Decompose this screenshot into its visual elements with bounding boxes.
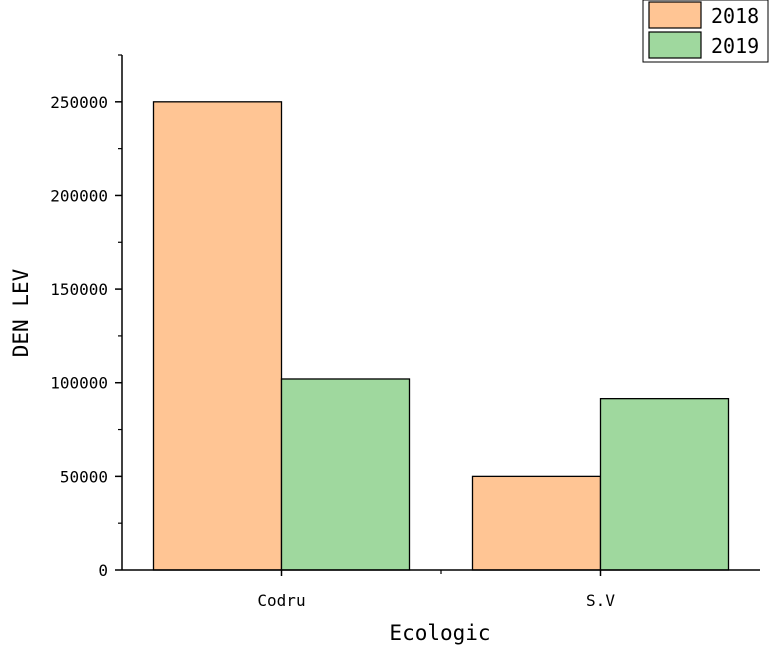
x-axis-title: Ecologic bbox=[389, 621, 490, 645]
legend: 2018 2019 bbox=[642, 0, 769, 63]
bars-group bbox=[152, 101, 730, 571]
bar-s-v-2018 bbox=[471, 475, 602, 571]
legend-label-2018: 2018 bbox=[711, 4, 759, 28]
bar-codru-2019 bbox=[280, 378, 411, 571]
legend-swatch-2018 bbox=[648, 1, 702, 29]
y-axis-title: DEN LEV bbox=[9, 268, 33, 357]
legend-label-2019: 2019 bbox=[711, 34, 759, 58]
x-tick-label: Codru bbox=[257, 591, 305, 610]
y-tick-label: 0 bbox=[98, 561, 108, 580]
bar-s-v-2019 bbox=[599, 397, 730, 571]
x-tick-label: S.V bbox=[586, 591, 615, 610]
y-tick-label: 100000 bbox=[50, 374, 108, 393]
y-tick-label: 50000 bbox=[60, 467, 108, 486]
legend-swatch-2019 bbox=[648, 31, 702, 59]
bar-codru-2018 bbox=[152, 101, 283, 571]
y-tick-label: 150000 bbox=[50, 280, 108, 299]
y-tick-label: 200000 bbox=[50, 186, 108, 205]
axes-group: Codru S.V 0 50000 100000 150000 200000 250000 bbox=[50, 54, 760, 610]
y-tick-label: 250000 bbox=[50, 93, 108, 112]
